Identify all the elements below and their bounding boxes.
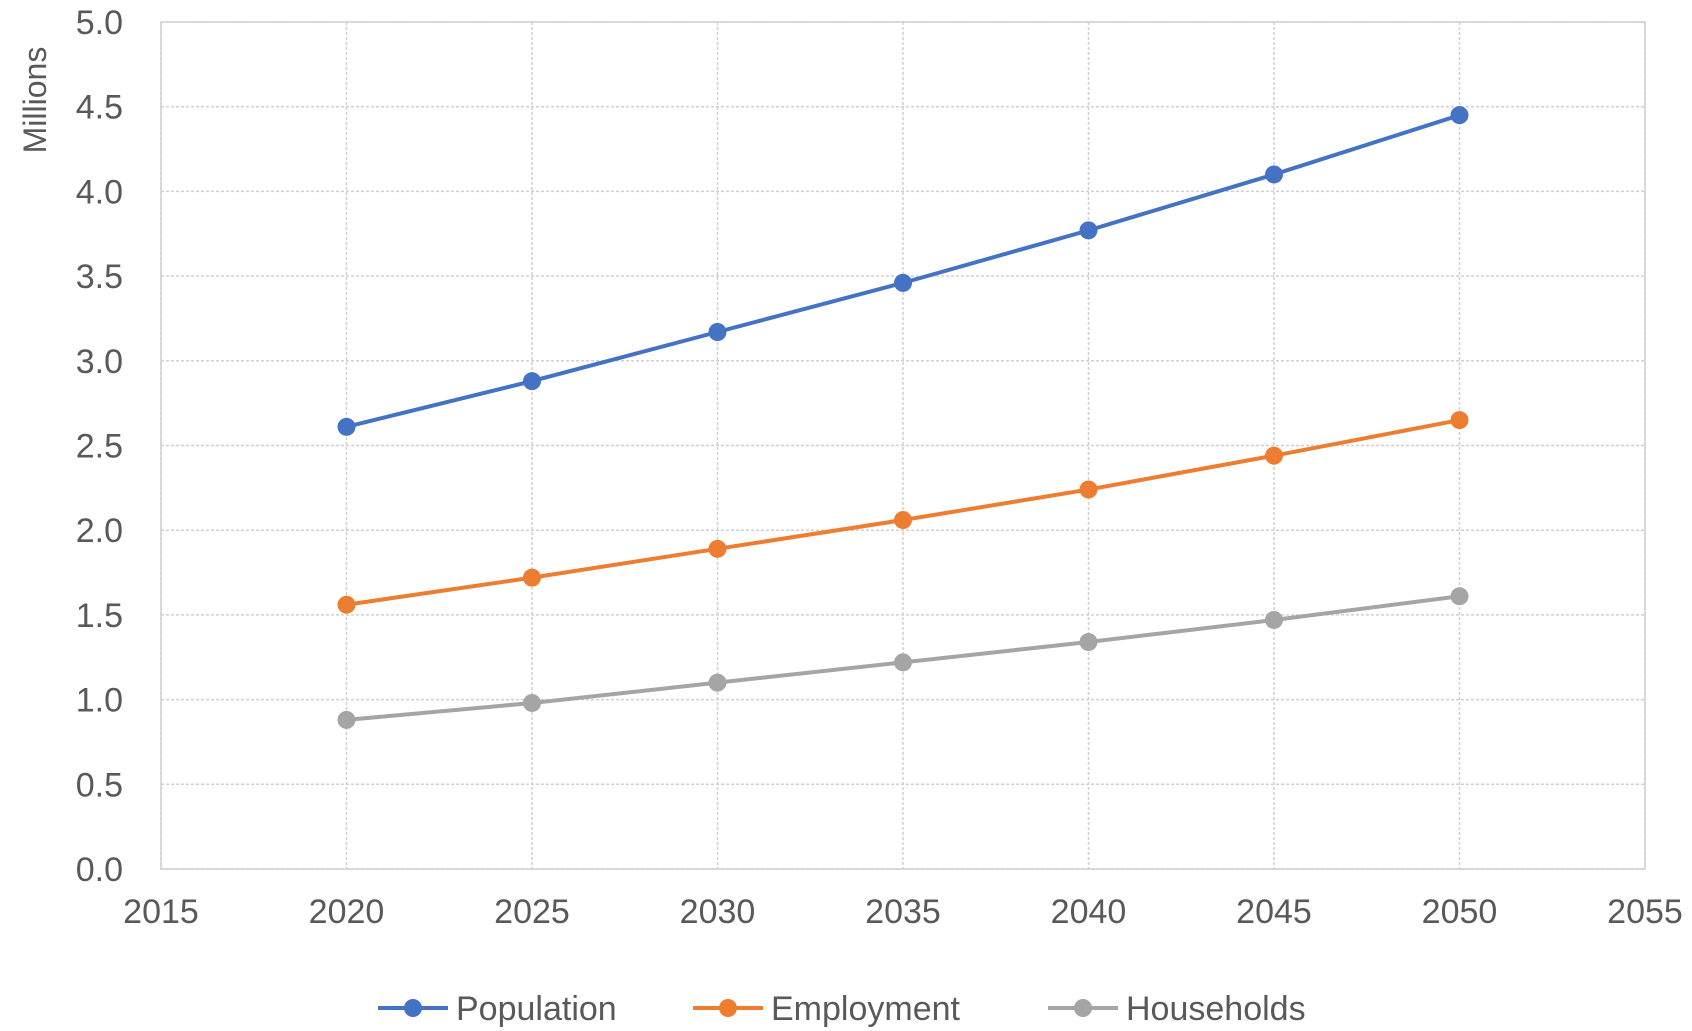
series-employment [337,411,1469,614]
population-point [523,372,541,391]
legend-label: Population [456,990,617,1028]
x-tick-label: 2050 [1422,893,1498,931]
legend-label: Employment [771,990,961,1028]
population-point [894,273,912,292]
x-tick-label: 2045 [1236,893,1312,931]
population-point [708,323,727,342]
employment-point [1450,411,1469,430]
x-tick-label: 2015 [123,893,199,931]
x-tick-label: 2030 [680,893,756,931]
series-households [337,587,1469,729]
y-tick-label: 2.0 [76,512,123,550]
x-tick-label: 2035 [865,893,941,931]
households-point [1265,610,1283,629]
x-tick-label: 2020 [309,893,385,931]
y-tick-label: 4.5 [76,89,123,127]
x-axis-tick-labels: 2015 2020 2025 2030 2035 2040 2045 2050 2055 [123,893,1683,931]
series-population [337,106,1469,436]
y-tick-label: 4.0 [76,173,123,211]
x-tick-label: 2055 [1607,893,1683,931]
households-point [523,693,541,712]
y-tick-label: 0.0 [76,851,123,889]
population-point [337,417,356,436]
legend-item-households: Households [1048,990,1306,1028]
y-tick-label: 2.5 [76,428,123,466]
population-line [344,113,1462,429]
series-layer [337,106,1469,729]
y-tick-label: 1.5 [76,597,123,635]
legend-item-employment: Employment [693,990,961,1028]
households-point [1450,587,1469,606]
gridlines [160,21,1646,870]
legend-item-population: Population [378,990,617,1028]
plot-area-border [160,21,1646,870]
households-point [708,673,727,692]
y-tick-label: 5.0 [76,4,123,42]
population-point [1265,165,1283,184]
employment-point [708,539,727,558]
legend: Population Employment Households [378,990,1306,1028]
employment-point [1079,480,1098,499]
y-tick-label: 0.5 [76,766,123,804]
y-axis-title: Millions [17,47,53,154]
x-tick-label: 2025 [494,893,570,931]
employment-point [337,595,356,614]
legend-marker-icon [404,999,422,1017]
y-axis-tick-labels: 0.0 0.5 1.0 1.5 2.0 2.5 3.0 3.5 4.0 4.5 5.0 [76,4,123,889]
employment-point [523,568,541,587]
legend-label: Households [1126,990,1306,1028]
households-point [894,653,912,672]
population-point [1450,106,1469,125]
employment-point [1265,446,1283,465]
households-point [1079,633,1098,652]
population-point [1079,221,1098,240]
legend-marker-icon [719,999,737,1017]
households-point [337,710,356,729]
y-tick-label: 3.5 [76,258,123,296]
employment-point [894,511,912,530]
y-tick-label: 1.0 [76,682,123,720]
legend-marker-icon [1074,999,1092,1017]
x-tick-label: 2040 [1051,893,1127,931]
y-tick-label: 3.0 [76,343,123,381]
